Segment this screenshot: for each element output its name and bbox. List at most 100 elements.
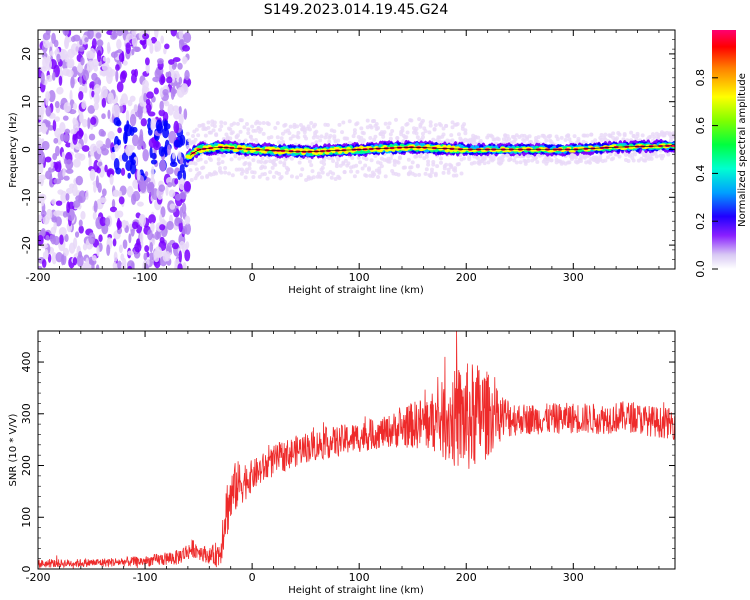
spectrogram-halo-blob xyxy=(388,136,393,141)
colorbar-gradient xyxy=(712,30,736,269)
spectrogram-halo-blob xyxy=(232,121,237,126)
snr-ytick-label: 0 xyxy=(20,566,33,573)
spectrogram-noise-blob xyxy=(62,247,69,257)
spectrogram-noise-blob xyxy=(166,167,174,175)
spectrogram-halo-blob xyxy=(450,125,455,130)
spectrogram-halo-blob xyxy=(246,127,251,132)
spectrogram-halo-blob xyxy=(404,135,409,140)
spectrogram-noise-blob xyxy=(127,172,132,179)
spectrogram-halo-blob xyxy=(273,126,278,131)
spectrogram-halo-blob xyxy=(278,160,283,165)
spectrogram-noise-blob xyxy=(173,139,181,148)
spectrogram-halo-blob xyxy=(603,132,608,137)
spectrogram-halo-blob xyxy=(309,163,314,168)
spectrogram-halo-blob xyxy=(504,139,509,144)
spectrogram-halo-blob xyxy=(373,134,378,139)
spectrogram-halo-blob xyxy=(462,122,467,127)
snr-xlabel: Height of straight line (km) xyxy=(288,585,424,596)
spectrogram-noise-blob xyxy=(119,98,124,107)
spectrogram-noise-blob xyxy=(130,193,137,206)
spectrogram-noise-blob xyxy=(114,210,119,219)
spectrogram-noise-blob xyxy=(142,106,147,114)
spectrogram-noise-blob xyxy=(178,76,183,85)
spectrogram-halo-blob xyxy=(431,137,436,142)
spectrogram-noise-blob xyxy=(171,242,179,250)
spectrogram-halo-blob xyxy=(314,129,319,134)
spectrogram-halo-blob xyxy=(313,122,318,127)
spectrogram-halo-blob xyxy=(410,160,415,165)
colorbar-label: Normalized spectral amplitude xyxy=(737,73,748,227)
spectrogram-noise-blob xyxy=(125,42,131,55)
spectrogram-noise-blob xyxy=(116,30,124,37)
spectrogram-halo-blob xyxy=(342,170,347,175)
spectrogram-halo-blob xyxy=(467,157,472,162)
spectrogram-noise-blob xyxy=(65,69,74,78)
spectrogram-noise-blob xyxy=(113,117,121,126)
spectrogram-noise-blob xyxy=(154,30,159,39)
spectrogram-noise-blob xyxy=(98,234,103,243)
spectrogram-halo-blob xyxy=(288,124,293,129)
spectrogram-ytick-label: -20 xyxy=(20,236,33,254)
spectrogram-noise-blob xyxy=(65,192,70,201)
spectrogram-halo-blob xyxy=(286,167,291,172)
spectrogram-halo-blob xyxy=(252,170,257,175)
spectrogram-halo-blob xyxy=(406,157,411,162)
spectrogram-noise-blob xyxy=(39,229,45,236)
spectrogram-halo-blob xyxy=(327,139,332,144)
spectrogram-halo-blob xyxy=(672,134,675,139)
spectrogram-halo-blob xyxy=(462,156,467,161)
spectrogram-halo-blob xyxy=(237,139,242,144)
spectrogram-noise-blob xyxy=(105,137,111,149)
spectrogram-noise-blob xyxy=(63,158,67,165)
spectrogram-noise-blob xyxy=(51,252,57,265)
spectrogram-halo-blob xyxy=(228,136,233,141)
spectrogram-halo-blob xyxy=(318,138,323,143)
spectrogram-noise-blob xyxy=(122,60,128,66)
spectrogram-halo-blob xyxy=(383,174,388,179)
spectrogram-halo-blob xyxy=(360,166,365,171)
spectrogram-halo-blob xyxy=(219,170,224,175)
spectrogram-halo-blob xyxy=(221,153,226,158)
spectrogram-halo-blob xyxy=(570,157,575,162)
spectrogram-halo-blob xyxy=(287,131,292,136)
spectrogram-noise-blob xyxy=(126,120,130,130)
spectrogram-noise-blob xyxy=(166,76,173,84)
spectrogram-halo-blob xyxy=(319,134,324,139)
snr-ytick-label: 400 xyxy=(20,352,33,373)
spectrogram-noise-blob xyxy=(142,33,150,40)
spectrogram-noise-blob xyxy=(112,104,120,118)
spectrogram-noise-blob xyxy=(45,121,51,128)
spectrogram-noise-blob xyxy=(131,36,138,47)
spectrogram-noise-blob xyxy=(168,189,176,198)
spectrogram-halo-blob xyxy=(424,167,429,172)
spectrogram-noise-blob xyxy=(46,208,53,220)
spectrogram-noise-blob xyxy=(40,122,47,132)
spectrogram-noise-blob xyxy=(96,39,104,47)
spectrogram-ytick-label: -10 xyxy=(20,188,33,206)
spectrogram-noise-blob xyxy=(85,189,89,201)
spectrogram-halo-blob xyxy=(298,123,303,128)
spectrogram-noise-blob xyxy=(172,86,176,98)
spectrogram-halo-blob xyxy=(296,130,301,135)
spectrogram-halo-blob xyxy=(482,161,487,166)
spectrogram-halo-blob xyxy=(431,160,436,165)
spectrogram-halo-blob xyxy=(262,165,267,170)
spectrogram-halo-blob xyxy=(247,161,252,166)
spectrogram-noise-blob xyxy=(96,167,101,174)
spectrogram-halo-blob xyxy=(187,138,192,143)
spectrogram-halo-blob xyxy=(438,160,443,165)
spectrogram-noise-blob xyxy=(174,178,179,185)
spectrogram-halo-blob xyxy=(611,131,616,136)
spectrogram-halo-blob xyxy=(358,160,363,165)
spectrogram-noise-blob xyxy=(93,64,99,72)
spectrogram-noise-blob xyxy=(169,203,176,210)
spectrogram-noise-blob xyxy=(45,234,50,241)
spectrogram-noise-blob xyxy=(140,118,147,127)
snr-xtick-label: 200 xyxy=(456,571,477,584)
spectrogram-noise-blob xyxy=(158,146,166,157)
spectrogram-halo-blob xyxy=(341,120,346,125)
spectrogram-halo-blob xyxy=(193,161,198,166)
snr-frame xyxy=(37,330,676,570)
spectrogram-noise-blob xyxy=(133,103,138,113)
spectrogram-noise-blob xyxy=(101,62,110,72)
